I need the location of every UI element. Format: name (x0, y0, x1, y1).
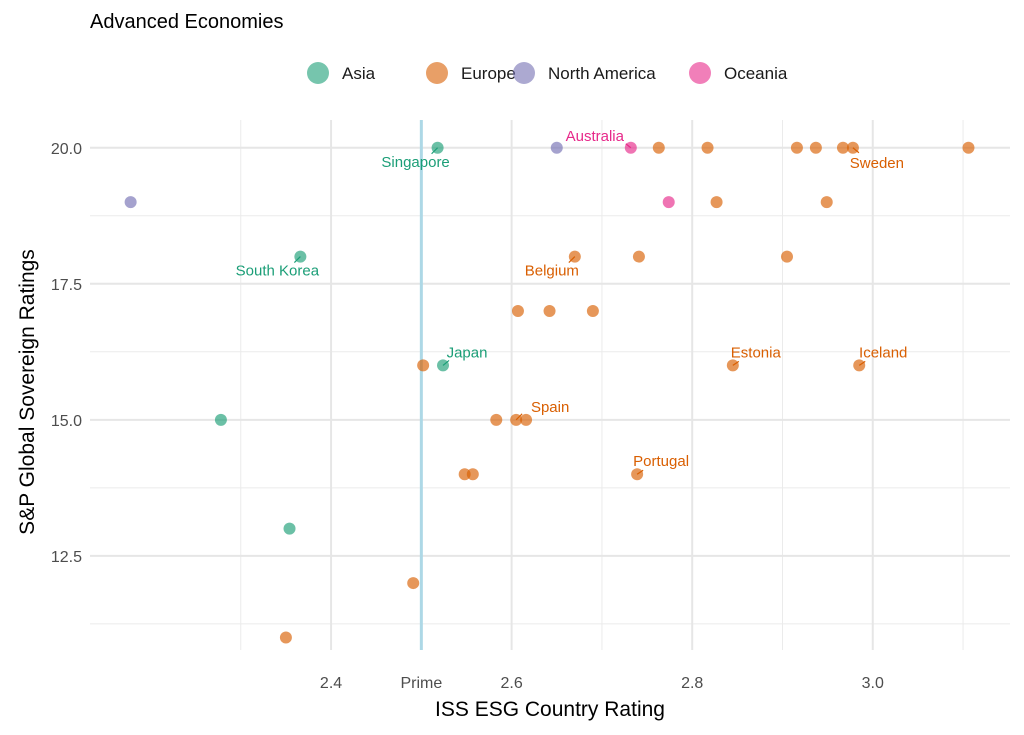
label-leader-line (732, 360, 740, 366)
data-points (124, 141, 975, 644)
x-tick-label: 3.0 (862, 675, 884, 692)
data-label: Spain (531, 399, 569, 416)
data-point-europe (543, 304, 556, 317)
label-leader-line (568, 256, 576, 264)
label-leader-line (625, 143, 632, 149)
label-leader-line (293, 256, 301, 264)
label-leader-line (442, 359, 450, 366)
data-point-europe (836, 141, 849, 154)
data-label: Belgium (525, 263, 579, 280)
data-point-europe (820, 196, 833, 209)
label-leader-line (852, 147, 860, 154)
data-label: Australia (566, 128, 625, 145)
legend-label: Asia (342, 64, 376, 83)
data-point-europe (279, 631, 292, 644)
data-point-europe (710, 196, 723, 209)
y-axis-title: S&P Global Sovereign Ratings (16, 249, 39, 535)
legend-marker-europe (426, 62, 448, 84)
legend-marker-asia (307, 62, 329, 84)
data-point-europe (962, 141, 975, 154)
data-labels: Singapore South Korea Japan Sweden Belgium Es… (236, 128, 907, 475)
data-point-europe (490, 413, 503, 426)
data-point-north-america (124, 196, 137, 209)
data-point-europe (520, 413, 533, 426)
label-leader-line (858, 360, 866, 366)
data-point-asia (214, 413, 227, 426)
chart-title: Advanced Economies (90, 11, 283, 33)
data-point-europe (790, 141, 803, 154)
label-leader-line (636, 469, 644, 475)
grid (90, 120, 1010, 650)
data-label: South Korea (236, 263, 320, 280)
label-leader-line (431, 147, 439, 155)
y-tick-label: 12.5 (51, 549, 82, 566)
data-point-oceania (662, 196, 675, 209)
x-tick-label: 2.6 (501, 675, 523, 692)
data-point-europe (780, 250, 793, 263)
x-tick-label: 2.4 (320, 675, 342, 692)
data-point-europe (466, 468, 479, 481)
data-point-europe (407, 577, 420, 590)
legend-label: North America (548, 64, 656, 83)
y-tick-label: 17.5 (51, 277, 82, 294)
data-point-asia (283, 522, 296, 535)
data-label: Singapore (381, 154, 449, 171)
data-point-europe (652, 141, 665, 154)
data-point-north-america (550, 141, 563, 154)
legend-label: Oceania (724, 64, 788, 83)
data-point-europe (586, 304, 599, 317)
y-tick-label: 15.0 (51, 413, 82, 430)
data-point-europe (511, 304, 524, 317)
data-label: Estonia (731, 344, 782, 361)
data-point-europe (632, 250, 645, 263)
legend-label: Europe (461, 64, 516, 83)
x-tick-label: 2.8 (681, 675, 703, 692)
legend-marker-oceania (689, 62, 711, 84)
legend: Asia Europe North America Oceania (307, 62, 788, 84)
label-leader-line (515, 413, 523, 421)
y-axis-ticks: 20.0 17.5 15.0 12.5 (51, 141, 82, 566)
data-point-europe (701, 141, 714, 154)
y-tick-label: 20.0 (51, 141, 82, 158)
data-label: Iceland (859, 344, 907, 361)
x-tick-label: Prime (400, 675, 442, 692)
data-point-europe (417, 359, 430, 372)
x-axis-title: ISS ESG Country Rating (435, 698, 665, 721)
data-label: Japan (447, 344, 488, 361)
data-label: Portugal (633, 453, 689, 470)
legend-marker-north-america (513, 62, 535, 84)
data-label: Sweden (850, 155, 904, 172)
x-axis-ticks: 2.4 Prime 2.6 2.8 3.0 (320, 675, 884, 692)
data-point-europe (809, 141, 822, 154)
